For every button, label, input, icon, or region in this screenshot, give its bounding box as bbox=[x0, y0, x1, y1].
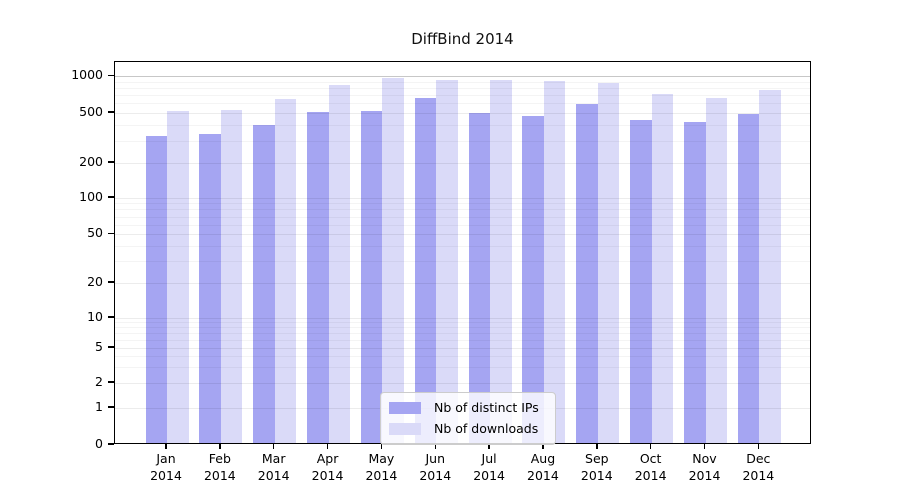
bar-distinct-ips-aug bbox=[522, 115, 544, 443]
y-tick-label-50: 50 bbox=[87, 225, 103, 241]
bar-downloads-feb bbox=[220, 110, 243, 443]
y-tick-label-20: 20 bbox=[87, 273, 103, 289]
y-tick-mark-10 bbox=[108, 316, 114, 318]
bar-downloads-mar bbox=[274, 99, 297, 443]
y-tick-mark-2 bbox=[108, 381, 114, 383]
y-tick-label-5: 5 bbox=[95, 338, 103, 354]
x-tick-label-jan: Jan 2014 bbox=[150, 451, 182, 483]
y-tick-label-0: 0 bbox=[95, 435, 103, 451]
gridline-900 bbox=[115, 81, 810, 83]
y-tick-label-1: 1 bbox=[95, 398, 103, 414]
x-tick-label-oct: Oct 2014 bbox=[634, 451, 667, 483]
bar-distinct-ips-oct bbox=[630, 120, 652, 443]
y-tick-mark-20 bbox=[108, 281, 114, 283]
gridline-1000 bbox=[115, 76, 810, 77]
x-tick-label-apr: Apr 2014 bbox=[311, 451, 344, 483]
y-tick-mark-1000 bbox=[108, 74, 114, 76]
y-tick-label-2: 2 bbox=[95, 373, 103, 389]
bar-downloads-sep bbox=[597, 82, 620, 443]
x-tick-label-feb: Feb 2014 bbox=[203, 451, 236, 483]
y-tick-mark-5 bbox=[108, 346, 114, 348]
legend-label-downloads: Nb of downloads bbox=[434, 421, 539, 436]
x-tick-mark-oct bbox=[649, 444, 652, 449]
x-tick-mark-nov bbox=[703, 444, 706, 449]
bar-downloads-jan bbox=[167, 110, 189, 443]
bar-distinct-ips-jun bbox=[414, 98, 437, 443]
legend-swatch-distinct-ips bbox=[389, 401, 421, 414]
legend-label-distinct-ips: Nb of distinct IPs bbox=[434, 400, 539, 415]
bar-distinct-ips-jan bbox=[145, 136, 167, 443]
bar-distinct-ips-apr bbox=[307, 112, 329, 443]
y-tick-mark-500 bbox=[108, 111, 114, 113]
y-tick-mark-0 bbox=[108, 443, 114, 445]
bar-distinct-ips-may bbox=[360, 111, 383, 443]
x-tick-label-aug: Aug 2014 bbox=[527, 451, 559, 483]
x-tick-label-sep: Sep 2014 bbox=[580, 451, 613, 483]
x-tick-mark-apr bbox=[326, 444, 329, 449]
y-tick-mark-200 bbox=[108, 161, 114, 163]
x-tick-mark-jun bbox=[434, 444, 436, 449]
x-tick-label-nov: Nov 2014 bbox=[688, 451, 721, 483]
legend-item-downloads: Nb of downloads bbox=[389, 421, 539, 436]
x-tick-mark-aug bbox=[542, 444, 544, 449]
x-tick-mark-sep bbox=[596, 444, 598, 449]
y-tick-label-500: 500 bbox=[79, 103, 103, 119]
bar-downloads-oct bbox=[651, 93, 674, 443]
x-tick-label-dec: Dec 2014 bbox=[742, 451, 775, 483]
x-tick-label-mar: Mar 2014 bbox=[257, 451, 290, 483]
bar-distinct-ips-dec bbox=[737, 113, 760, 443]
gridline-800 bbox=[115, 87, 810, 89]
bar-downloads-jun bbox=[436, 79, 458, 443]
bar-downloads-nov bbox=[705, 97, 727, 443]
bar-distinct-ips-jul bbox=[468, 113, 491, 443]
x-tick-mark-mar bbox=[272, 444, 275, 449]
x-tick-mark-jul bbox=[488, 444, 490, 449]
x-tick-label-may: May 2014 bbox=[365, 451, 398, 483]
y-tick-label-100: 100 bbox=[79, 188, 103, 204]
y-tick-label-10: 10 bbox=[87, 308, 103, 324]
bar-downloads-may bbox=[382, 77, 404, 443]
x-tick-mark-may bbox=[380, 444, 383, 449]
bar-downloads-jul bbox=[490, 80, 512, 443]
x-tick-mark-feb bbox=[219, 444, 221, 449]
y-tick-mark-1 bbox=[108, 406, 114, 408]
gridline-700 bbox=[115, 94, 810, 96]
bar-distinct-ips-feb bbox=[199, 134, 221, 443]
bar-distinct-ips-mar bbox=[253, 125, 275, 443]
x-tick-label-jun: Jun 2014 bbox=[419, 451, 452, 483]
bar-downloads-dec bbox=[759, 89, 781, 443]
bar-downloads-apr bbox=[328, 85, 351, 443]
chart-title: DiffBind 2014 bbox=[411, 30, 514, 48]
y-tick-label-1000: 1000 bbox=[71, 67, 103, 82]
legend-swatch-downloads bbox=[389, 422, 421, 435]
x-tick-mark-dec bbox=[757, 444, 760, 449]
bar-distinct-ips-nov bbox=[684, 121, 706, 443]
y-tick-mark-50 bbox=[108, 232, 114, 235]
bar-distinct-ips-sep bbox=[576, 103, 598, 443]
bar-downloads-aug bbox=[543, 80, 566, 443]
plot-area: Nb of distinct IPs Nb of downloads bbox=[114, 61, 811, 445]
legend-item-distinct-ips: Nb of distinct IPs bbox=[389, 400, 539, 415]
x-tick-label-jul: Jul 2014 bbox=[473, 451, 505, 483]
x-tick-mark-jan bbox=[165, 444, 167, 449]
y-tick-label-200: 200 bbox=[79, 153, 103, 169]
legend: Nb of distinct IPs Nb of downloads bbox=[380, 392, 556, 445]
y-tick-mark-100 bbox=[108, 196, 114, 198]
